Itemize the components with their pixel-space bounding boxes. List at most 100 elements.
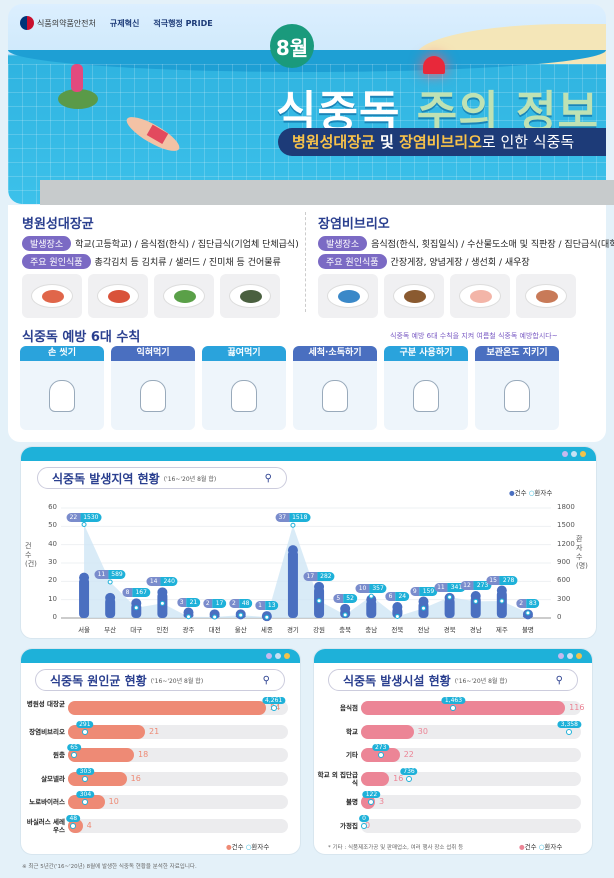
patients-value: 3,358: [557, 720, 581, 728]
x-tick-label: 광주: [182, 626, 195, 634]
count-value: 15: [486, 575, 500, 585]
legend-patients: 환자수: [534, 489, 553, 497]
count-value: 11: [94, 570, 109, 579]
bacteria-section: 병원성대장균 발생장소 학교(고등학교) / 음식점(한식) / 집단급식(기업체…: [22, 213, 307, 318]
count-value: 9: [409, 586, 420, 596]
data-label: 11 589: [94, 570, 126, 579]
count-value: 37: [275, 513, 290, 523]
patients-value: 303: [76, 767, 95, 775]
patients-point: [81, 728, 88, 735]
header-banner: 식품의약품안전처 규제혁신 적극행정 PRIDE 8월 식중독 주의 정보 병원…: [8, 4, 606, 204]
category-label: 가정집: [340, 821, 358, 830]
y-tick-label: 30: [48, 558, 57, 566]
count-value: 2: [516, 599, 527, 609]
data-label: 37 1518: [275, 513, 311, 523]
count-bar-cap: [496, 585, 507, 596]
rule-card: 세척·소독하기: [293, 346, 377, 430]
patients-point: [81, 522, 87, 527]
legend-patients: 환자수: [251, 843, 270, 851]
patients-value: 4,261: [262, 697, 286, 704]
patients-point: [368, 593, 374, 599]
chart-title: 식중독 발생지역 현황: [52, 471, 160, 486]
count-value: 3: [176, 597, 187, 607]
bacteria-section: 장염비브리오 발생장소 음식점(한식, 횟집일식) / 수산물도소매 및 직판장 …: [318, 213, 614, 318]
patients-value: 65: [67, 744, 81, 751]
glove-mascot-icon: [140, 379, 166, 412]
data-label: 6 24: [385, 592, 410, 601]
chart-title: 식중독 원인균 현황: [50, 673, 147, 688]
count-value: 14: [146, 577, 161, 587]
category-label: 학교 외 집단급식: [317, 770, 358, 787]
count-bar-cap: [392, 602, 403, 612]
bar-track: [361, 818, 581, 833]
patients-value: 0: [359, 814, 369, 822]
count-bar-cap: [79, 572, 90, 583]
chart-title: 식중독 발생시설 현황: [343, 673, 451, 688]
patients-value: 282: [317, 571, 335, 581]
data-label: 2 17: [202, 599, 227, 609]
count-bar: [366, 599, 377, 618]
x-tick-label: 전북: [391, 626, 404, 634]
x-tick-label: 울산: [234, 626, 247, 634]
category-label: 살모넬라: [41, 774, 65, 783]
count-value: 11: [434, 582, 448, 592]
month-badge: 8월: [270, 24, 314, 68]
category-label: 음식점: [340, 704, 358, 712]
bar-track: [361, 771, 581, 786]
diver-illustration: [126, 117, 180, 151]
bar-track: [361, 748, 581, 762]
region-chart-title-bar: 식중독 발생지역 현황 ('16~'20년 8월 합) ⚲: [37, 467, 287, 489]
count-bar: [361, 771, 390, 786]
patients-value: 159: [419, 586, 438, 596]
count-value: 3: [379, 797, 385, 806]
patients-value: 83: [526, 599, 540, 609]
count-bar-cap: [183, 607, 194, 618]
patients-point: [159, 600, 165, 606]
count-bar-cap: [418, 596, 429, 607]
count-bar: [496, 590, 507, 618]
patients-point: [499, 598, 505, 604]
patients-point: [361, 822, 367, 829]
data-label: 12 273: [460, 581, 492, 590]
fish-market-image: [318, 274, 378, 318]
count-value: 16: [130, 773, 141, 783]
glove-mascot-icon: [504, 379, 530, 412]
food-text: 간장게장, 양념게장 / 생선회 / 새우장: [390, 258, 530, 268]
count-bar-cap: [340, 603, 351, 614]
rules-note: 식중독 예방 6대 수칙을 지켜 여름철 식중독 예방합시다~: [390, 332, 558, 340]
data-label: 1 13: [255, 601, 279, 611]
chart-subtitle: ('16~'20년 8월 합): [454, 677, 508, 685]
category-label: 학교: [346, 727, 358, 736]
patients-value: 21: [186, 597, 201, 607]
legend-count: 건수: [514, 489, 527, 497]
bar-track: [361, 724, 581, 739]
facility-chart-panel: 식중독 발생시설 현황 ('16~'20년 8월 합) ⚲ 음식점 116 1,463 학…: [313, 648, 593, 855]
patients-value: 273: [473, 581, 492, 590]
x-tick-label: 강원: [313, 626, 326, 634]
count-bar-cap: [287, 545, 298, 556]
data-label: 22 1530: [66, 512, 102, 522]
x-tick-label: 세종: [260, 626, 273, 634]
count-value: 22: [403, 750, 414, 759]
pride-logo: 적극행정 PRIDE: [153, 18, 213, 28]
count-bar: [287, 550, 298, 618]
data-label: 8 167: [122, 588, 150, 598]
patients-value: 1518: [289, 513, 311, 523]
mfds-logo-icon: [20, 16, 34, 30]
count-value: 17: [303, 571, 318, 581]
count-value: 5: [333, 593, 344, 603]
x-tick-label: 충북: [339, 626, 352, 634]
count-value: 4: [86, 820, 92, 830]
glove-mascot-icon: [413, 379, 439, 412]
count-bar: [79, 577, 90, 618]
count-bar: [361, 701, 566, 715]
count-value: 21: [149, 726, 160, 736]
patients-value: 291: [76, 720, 94, 728]
patients-value: 13: [264, 601, 279, 611]
legend-count: 건수: [524, 843, 537, 851]
regulation-logo: 규제혁신: [109, 18, 140, 28]
patients-point: [377, 752, 384, 758]
count-value: 10: [355, 584, 370, 594]
data-label: 14 240: [146, 577, 178, 587]
patients-point: [186, 614, 191, 620]
